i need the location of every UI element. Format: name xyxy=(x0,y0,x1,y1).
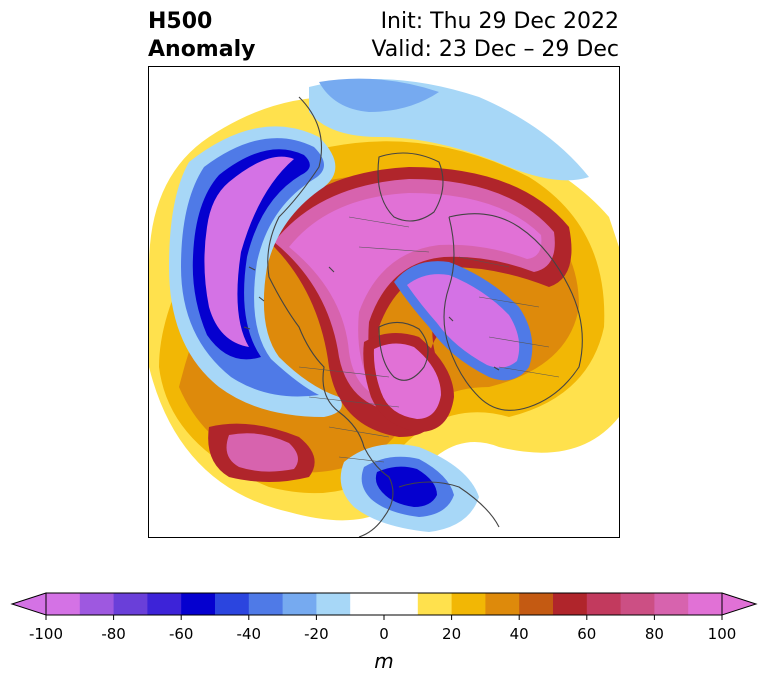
coastline-eurasia xyxy=(443,213,583,411)
colorbar-bin xyxy=(654,593,689,615)
valid-date: Valid: 23 Dec – 29 Dec xyxy=(371,37,619,62)
colorbar-bin xyxy=(485,593,520,615)
coastline-asia-south xyxy=(398,481,500,528)
colorbar-bin xyxy=(113,593,148,615)
arctic-ridge-core xyxy=(289,193,542,397)
colorbar-extend-high xyxy=(721,592,758,616)
colorbar-bin xyxy=(417,593,453,615)
coastline-europe xyxy=(378,321,429,381)
colorbar-tick-label: -60 xyxy=(169,625,194,643)
plot-title: H500 Anomaly xyxy=(148,8,255,64)
colorbar-tick-label: 0 xyxy=(379,625,389,643)
colorbar-bin xyxy=(282,593,317,615)
colorbar-tick-label: 40 xyxy=(510,625,529,643)
siberia-trough-core xyxy=(407,274,520,368)
coastline-greenland xyxy=(377,152,444,222)
colorbar: -100 -80 -60 -40 -20 0 20 40 60 80 100 m xyxy=(10,592,758,673)
pacific-trough-core xyxy=(204,156,294,347)
colorbar-bin xyxy=(350,593,419,615)
azores-ridge-core xyxy=(226,433,298,472)
colorbar-tick-label: 100 xyxy=(708,625,737,643)
colorbar-tick-label: -40 xyxy=(237,625,262,643)
colorbar-ticks: -100 -80 -60 -40 -20 0 20 40 60 80 100 xyxy=(29,615,736,643)
colorbar-bin xyxy=(620,593,655,615)
colorbar-bin xyxy=(451,593,486,615)
colorbar-tick-label: 20 xyxy=(442,625,461,643)
colorbar-bin xyxy=(553,593,588,615)
colorbar-bin xyxy=(46,593,81,615)
colorbar-bin xyxy=(586,593,622,615)
anomaly-fields xyxy=(149,78,619,532)
colorbar-bin xyxy=(248,593,284,615)
coastlines xyxy=(243,96,583,537)
colorbar-bin xyxy=(147,593,182,615)
colorbar-bins xyxy=(46,593,723,615)
borders xyxy=(298,216,560,463)
anomaly-map xyxy=(148,66,620,538)
colorbar-bin xyxy=(215,593,250,615)
colorbar-extend-low xyxy=(10,592,47,616)
title-line-2: Anomaly xyxy=(148,37,256,62)
colorbar-tick-label: 80 xyxy=(645,625,664,643)
coastline-north-america xyxy=(267,96,394,537)
colorbar-bin xyxy=(181,593,216,615)
europe-ridge-core xyxy=(373,343,441,419)
asia-trough-core xyxy=(375,466,437,507)
init-date: Init: Thu 29 Dec 2022 xyxy=(380,9,619,34)
colorbar-tick-label: 60 xyxy=(577,625,596,643)
title-line-1: H500 xyxy=(148,9,213,34)
colorbar-tick-label: -80 xyxy=(101,625,126,643)
colorbar-tick-label: -100 xyxy=(29,625,63,643)
plot-dates: Init: Thu 29 Dec 2022 Valid: 23 Dec – 29… xyxy=(371,8,619,64)
arctic-cap-neg-mid xyxy=(319,78,439,112)
colorbar-bin xyxy=(688,593,723,615)
colorbar-tick-label: -20 xyxy=(304,625,329,643)
colorbar-bin xyxy=(316,593,351,615)
colorbar-bin xyxy=(79,593,115,615)
colorbar-unit-label: m xyxy=(374,649,393,673)
colorbar-bin xyxy=(519,593,554,615)
coastline-islands xyxy=(243,266,500,371)
